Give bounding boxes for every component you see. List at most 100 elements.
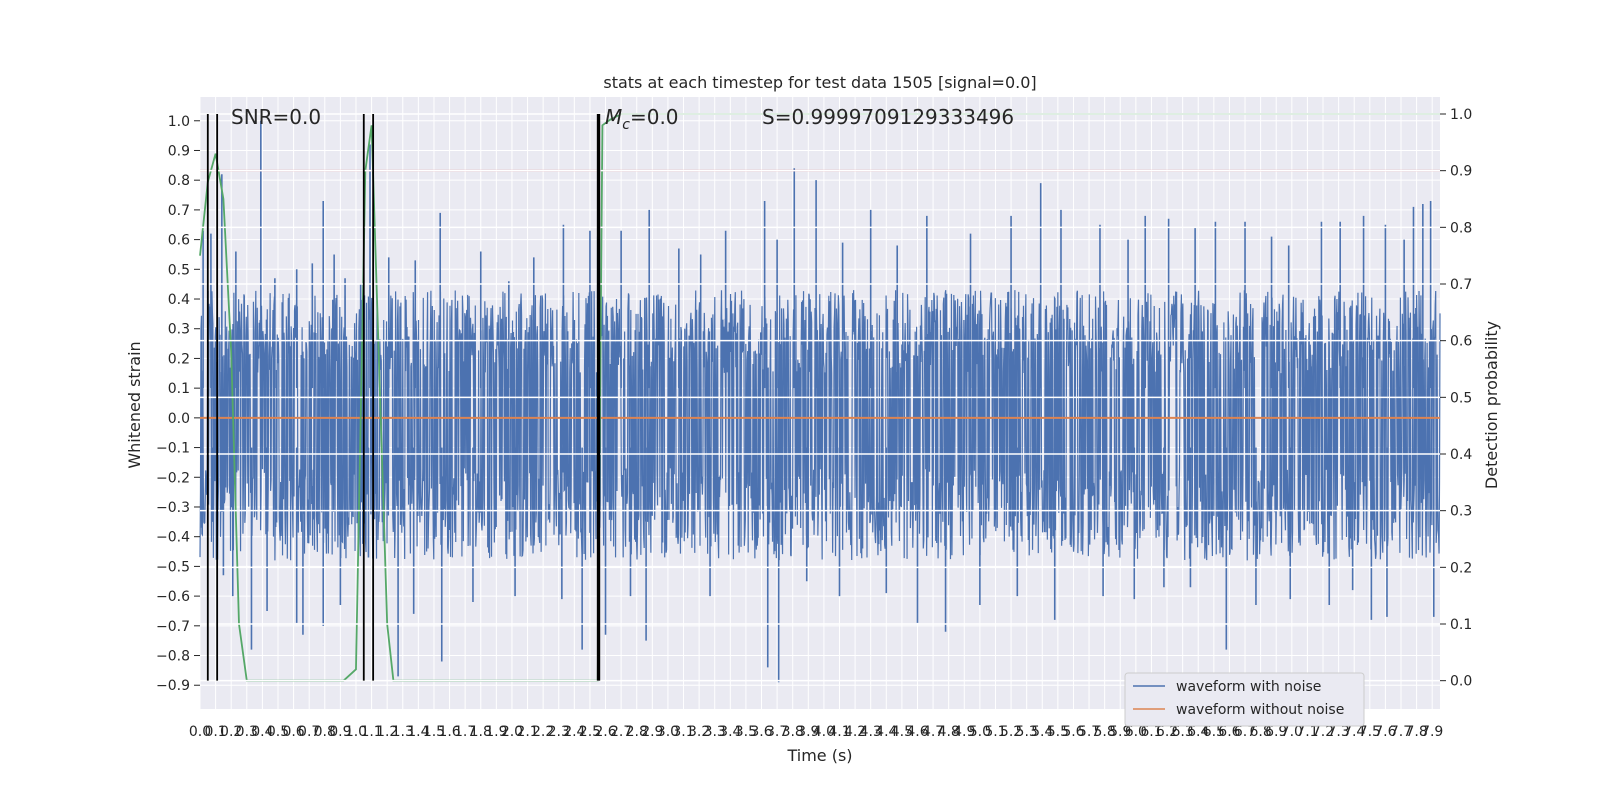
x-tick-label: 6.0 xyxy=(1125,724,1147,740)
x-tick-label: 4.4 xyxy=(875,724,897,740)
legend-box xyxy=(1124,672,1365,727)
x-tick-label: 0.0 xyxy=(189,724,211,740)
y-tick-label: 0.3 xyxy=(168,322,190,338)
x-tick-label: 7.9 xyxy=(1421,724,1443,740)
x-tick-label: 0.1 xyxy=(204,724,226,740)
x-tick-label: 1.4 xyxy=(407,724,429,740)
x-tick-label: 2.6 xyxy=(594,724,616,740)
y-tick-label: −0.5 xyxy=(156,559,190,575)
x-tick-label: 2.5 xyxy=(579,724,601,740)
x-tick-label: 4.1 xyxy=(828,724,850,740)
y-tick-label: −0.2 xyxy=(156,470,190,486)
x-tick-label: 4.3 xyxy=(860,724,882,740)
noise-peaks xyxy=(200,120,1435,683)
x-tick-label: 7.6 xyxy=(1374,724,1396,740)
y-tick-label: 0.9 xyxy=(168,143,190,159)
x-tick-label: 0.7 xyxy=(298,724,320,740)
mc-annotation: Mc=0.0 xyxy=(605,105,679,133)
x-tick-label: 7.0 xyxy=(1281,724,1303,740)
x-tick-label: 3.0 xyxy=(657,724,679,740)
x-tick-label: 5.0 xyxy=(969,724,991,740)
x-tick-label: 1.9 xyxy=(485,724,507,740)
y-tick-label: 1.0 xyxy=(168,114,190,130)
x-tick-label: 3.8 xyxy=(782,724,804,740)
x-tick-label: 5.9 xyxy=(1109,724,1131,740)
y-tick-label: −0.9 xyxy=(156,678,190,694)
x-tick-label: 3.2 xyxy=(688,724,710,740)
x-tick-label: 7.7 xyxy=(1390,724,1412,740)
x-tick-label: 7.2 xyxy=(1312,724,1334,740)
x-ticks: 0.00.10.20.30.40.50.60.70.80.91.01.11.21… xyxy=(189,724,1443,740)
x-tick-label: 0.9 xyxy=(329,724,351,740)
x-tick-label: 0.3 xyxy=(236,724,258,740)
x-tick-label: 3.6 xyxy=(750,724,772,740)
y2-axis-label: Detection probability xyxy=(1482,321,1501,489)
x-tick-label: 0.4 xyxy=(251,724,273,740)
y2-tick-label: 0.9 xyxy=(1450,164,1472,180)
y2-tick-label: 0.2 xyxy=(1450,560,1472,576)
mc-subscript: c xyxy=(622,117,630,133)
legend: waveform with noise waveform without noi… xyxy=(1124,672,1365,727)
x-axis-label: Time (s) xyxy=(786,746,852,765)
x-tick-label: 3.1 xyxy=(672,724,694,740)
y2-tick-label: 0.7 xyxy=(1450,277,1472,293)
s-annotation: S=0.9999709129333496 xyxy=(762,105,1014,129)
y-axis-label: Whitened strain xyxy=(125,341,144,468)
y-ticks: 1.0 0.9 0.8 0.7 0.6 0.5 0.4 0.3 0.2 0.1 0.0 −0.1 −0.… xyxy=(156,114,200,694)
x-tick-label: 1.3 xyxy=(392,724,414,740)
y-tick-label: 0.4 xyxy=(168,292,190,308)
x-tick-label: 2.2 xyxy=(532,724,554,740)
legend-label-no-noise: waveform without noise xyxy=(1176,702,1344,718)
x-tick-label: 6.2 xyxy=(1156,724,1178,740)
y-tick-label: −0.3 xyxy=(156,500,190,516)
x-tick-label: 4.6 xyxy=(906,724,928,740)
x-tick-label: 6.7 xyxy=(1234,724,1256,740)
x-tick-label: 2.3 xyxy=(548,724,570,740)
x-tick-label: 5.5 xyxy=(1047,724,1069,740)
x-tick-label: 4.8 xyxy=(938,724,960,740)
x-tick-label: 0.8 xyxy=(314,724,336,740)
x-tick-label: 1.7 xyxy=(454,724,476,740)
x-tick-label: 7.5 xyxy=(1359,724,1381,740)
x-tick-label: 7.1 xyxy=(1296,724,1318,740)
y-tick-label: −0.6 xyxy=(156,589,190,605)
x-tick-label: 4.7 xyxy=(922,724,944,740)
y2-ticks: 1.0 0.9 0.8 0.7 0.6 0.5 0.4 0.3 0.2 0.1 0.0 xyxy=(1440,107,1472,690)
x-tick-label: 3.9 xyxy=(797,724,819,740)
x-tick-label: 2.1 xyxy=(516,724,538,740)
x-tick-label: 6.6 xyxy=(1218,724,1240,740)
x-tick-label: 3.3 xyxy=(704,724,726,740)
x-tick-label: 5.8 xyxy=(1094,724,1116,740)
y2-tick-label: 1.0 xyxy=(1450,107,1472,123)
y2-tick-label: 0.5 xyxy=(1450,390,1472,406)
x-tick-label: 5.2 xyxy=(1000,724,1022,740)
x-tick-label: 5.1 xyxy=(984,724,1006,740)
x-tick-label: 7.3 xyxy=(1327,724,1349,740)
y-tick-label: 0.1 xyxy=(168,381,190,397)
x-tick-label: 4.5 xyxy=(891,724,913,740)
y-tick-label: 0.7 xyxy=(168,203,190,219)
y-tick-label: 0.5 xyxy=(168,262,190,278)
y-tick-label: −0.1 xyxy=(156,441,190,457)
x-tick-label: 7.4 xyxy=(1343,724,1365,740)
mc-symbol: M xyxy=(605,105,622,129)
y2-tick-label: 0.0 xyxy=(1450,674,1472,690)
x-tick-label: 6.9 xyxy=(1265,724,1287,740)
x-tick-label: 6.1 xyxy=(1140,724,1162,740)
x-tick-label: 0.2 xyxy=(220,724,242,740)
y-tick-label: 0.2 xyxy=(168,351,190,367)
y2-tick-label: 0.6 xyxy=(1450,334,1472,350)
x-tick-label: 4.0 xyxy=(813,724,835,740)
x-tick-label: 5.3 xyxy=(1016,724,1038,740)
grid-right-axis xyxy=(200,113,1440,682)
x-tick-label: 6.3 xyxy=(1172,724,1194,740)
y-tick-label: 0.6 xyxy=(168,233,190,249)
x-tick-label: 5.4 xyxy=(1031,724,1053,740)
y2-tick-label: 0.8 xyxy=(1450,220,1472,236)
y-tick-label: −0.7 xyxy=(156,619,190,635)
x-tick-label: 1.6 xyxy=(438,724,460,740)
y2-tick-label: 0.1 xyxy=(1450,617,1472,633)
x-tick-label: 1.1 xyxy=(360,724,382,740)
x-tick-label: 3.7 xyxy=(766,724,788,740)
